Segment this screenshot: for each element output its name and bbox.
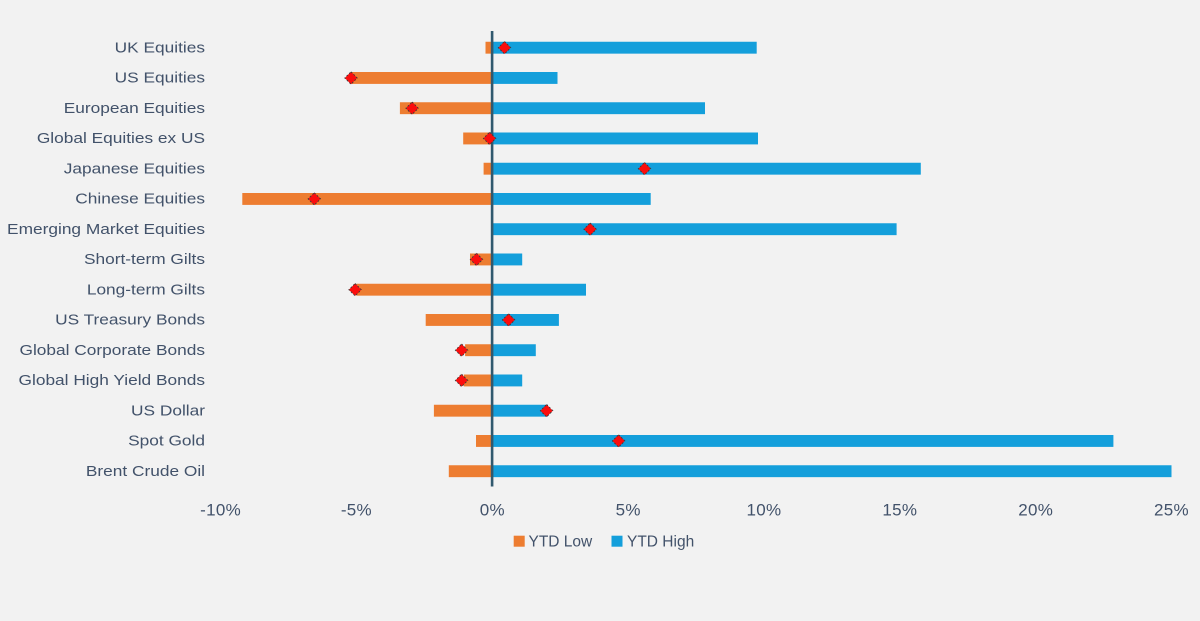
svg-text:UK Equities: UK Equities [115, 41, 205, 56]
svg-text:European Equities: European Equities [64, 101, 205, 116]
svg-text:Global Corporate Bonds: Global Corporate Bonds [20, 343, 206, 358]
svg-text:YTD Low: YTD Low [529, 533, 594, 550]
svg-text:-5%: -5% [341, 501, 372, 520]
svg-text:25%: 25% [1154, 501, 1189, 520]
svg-text:US Dollar: US Dollar [131, 404, 206, 419]
svg-text:Long-term Gilts: Long-term Gilts [87, 283, 205, 298]
svg-text:10%: 10% [747, 501, 782, 520]
svg-text:US Treasury Bonds: US Treasury Bonds [55, 313, 205, 328]
svg-text:Short-term Gilts: Short-term Gilts [84, 252, 205, 267]
svg-text:20%: 20% [1018, 501, 1053, 520]
svg-text:Brent Crude Oil: Brent Crude Oil [86, 464, 205, 479]
svg-text:Chinese Equities: Chinese Equities [75, 192, 205, 207]
svg-text:US Equities: US Equities [115, 71, 205, 86]
svg-text:Emerging Market Equities: Emerging Market Equities [7, 222, 205, 237]
svg-text:Global High Yield Bonds: Global High Yield Bonds [19, 373, 206, 388]
svg-text:Japanese Equities: Japanese Equities [64, 162, 205, 177]
svg-text:YTD High: YTD High [627, 533, 694, 550]
svg-text:Spot Gold: Spot Gold [128, 434, 205, 449]
svg-text:15%: 15% [882, 501, 917, 520]
svg-text:5%: 5% [616, 501, 641, 520]
svg-text:Global Equities ex US: Global Equities ex US [37, 131, 205, 146]
svg-text:-10%: -10% [200, 501, 241, 520]
svg-text:0%: 0% [480, 501, 505, 520]
